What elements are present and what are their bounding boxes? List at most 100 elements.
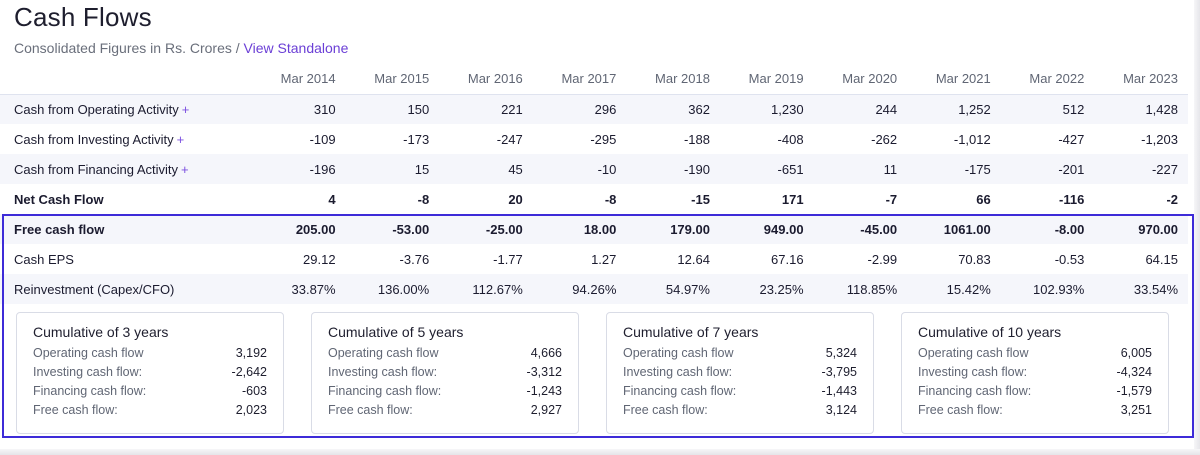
value-cell: 310	[252, 94, 346, 124]
row-label: Free cash flow	[14, 221, 105, 237]
year-header: Mar 2020	[813, 64, 908, 95]
value-cell: 221	[439, 94, 533, 124]
value-cell: 136.00%	[345, 274, 440, 304]
card-row-value: -1,443	[821, 384, 857, 398]
page-edge-shadow	[1194, 0, 1200, 455]
value-cell: -651	[719, 154, 814, 184]
year-header: Mar 2021	[907, 64, 1001, 95]
value-cell: -247	[496, 131, 523, 147]
value-cell: 20	[508, 191, 523, 207]
table-row-operating[interactable]: Cash from Operating Activity +310 150 221 29…	[0, 94, 1188, 124]
value-cell: -116	[1059, 191, 1085, 207]
page-bottom-shadow	[0, 449, 1200, 455]
card-title: Cumulative of 3 years	[33, 324, 169, 340]
card-row-label: Operating cash flow	[328, 346, 439, 360]
value-cell: 12.64	[677, 251, 710, 267]
cash-flow-table: Mar 2014 Mar 2015 Mar 2016 Mar 2017 Mar …	[0, 64, 1188, 304]
value-cell: -7	[885, 191, 898, 207]
card-row-investing-cash-flow: Investing cash flow: -3,312	[328, 363, 562, 382]
card-row-operating-cash-flow: Operating cash flow 3,192	[33, 344, 267, 363]
table-row-investing[interactable]: Cash from Investing Activity + -109 -173 -24…	[0, 124, 1188, 154]
subtitle: Consolidated Figures in Rs. Crores / Vie…	[14, 40, 348, 56]
card-row-label: Free cash flow:	[33, 403, 118, 417]
card-row-label: Financing cash flow:	[33, 384, 147, 398]
value-cell: -3.76	[399, 251, 430, 267]
value-cell: -8	[417, 191, 430, 207]
card-row-value: 2,023	[235, 403, 267, 417]
cumulative-card: Cumulative of 3 years Operating cash flow…	[16, 312, 284, 434]
table-row-financing[interactable]: Cash from Financing Activity + -196 15 45 -10…	[0, 154, 1188, 184]
card-row-value: -3,795	[821, 365, 857, 379]
value-cell: -2.99	[867, 251, 898, 267]
card-row-free-cash-flow: Free cash flow: 3,251	[918, 401, 1152, 420]
row-label-cell[interactable]: Cash from Financing Activity +	[0, 154, 252, 184]
row-label-cell[interactable]: Cash from Investing Activity +	[0, 124, 252, 154]
value-cell: -0.53	[1054, 251, 1085, 267]
value-cell: 15	[345, 154, 440, 184]
card-row-label: Operating cash flow	[918, 346, 1029, 360]
card-row-value: -4,324	[1116, 365, 1152, 379]
year-header: Mar 2017	[532, 64, 627, 95]
value-cell: 171	[781, 191, 804, 207]
card-row-label: Financing cash flow:	[918, 384, 1032, 398]
cumulative-cards: Cumulative of 3 years Operating cash flow…	[16, 312, 1172, 434]
card-row-value: 3,251	[1120, 403, 1152, 417]
value-cell: 1,230	[719, 94, 814, 124]
row-label: Cash from Operating Activity	[14, 101, 179, 117]
value-cell: 4	[328, 191, 336, 207]
value-cell: 29.12	[303, 251, 336, 267]
table-header-row: Mar 2014 Mar 2015 Mar 2016 Mar 2017 Mar …	[0, 64, 1188, 95]
row-label-cell: Cash EPS	[0, 244, 252, 274]
row-label: Cash EPS	[14, 251, 74, 267]
value-cell: 296	[532, 94, 627, 124]
row-label-cell[interactable]: Cash from Operating Activity +	[0, 94, 252, 124]
card-row-value: -1,579	[1116, 384, 1152, 398]
year-header: Mar 2014	[252, 64, 346, 95]
value-cell: 67.16	[771, 251, 804, 267]
value-cell: -45.00	[813, 214, 908, 244]
table-row-reinvestment: Reinvestment (Capex/CFO) 33.87% 136.00% 112…	[0, 274, 1188, 304]
value-cell: 54.97%	[626, 274, 720, 304]
card-row-label: Investing cash flow:	[33, 365, 143, 379]
value-cell: -1,012	[953, 131, 991, 147]
header-label-cell	[0, 64, 252, 95]
card-row-label: Investing cash flow:	[918, 365, 1028, 379]
card-title: Cumulative of 7 years	[623, 324, 759, 340]
expand-plus-icon[interactable]: +	[176, 131, 185, 147]
value-cell: 18.00	[532, 214, 627, 244]
card-title: Cumulative of 5 years	[328, 324, 464, 340]
cumulative-card: Cumulative of 7 years Operating cash flow…	[606, 312, 874, 434]
value-cell: 949.00	[719, 214, 814, 244]
cumulative-card: Cumulative of 10 years Operating cash flo…	[901, 312, 1169, 434]
value-cell: 23.25%	[719, 274, 814, 304]
card-row-label: Operating cash flow	[623, 346, 734, 360]
value-cell: -8	[604, 191, 617, 207]
card-row-value: 4,666	[530, 346, 562, 360]
value-cell: 970.00	[1094, 214, 1188, 244]
year-header: Mar 2016	[439, 64, 533, 95]
value-cell: -188	[683, 131, 710, 147]
card-row-label: Financing cash flow:	[623, 384, 737, 398]
value-cell: -15	[691, 191, 710, 207]
value-cell: -1,203	[1141, 131, 1178, 147]
expand-plus-icon[interactable]: +	[181, 161, 189, 177]
value-cell: 70.83	[958, 251, 991, 267]
value-cell: 118.85%	[813, 274, 908, 304]
card-row-label: Investing cash flow:	[328, 365, 438, 379]
card-row-operating-cash-flow: Operating cash flow 5,324	[623, 344, 857, 363]
view-standalone-link[interactable]: View Standalone	[243, 40, 349, 56]
card-row-financing-cash-flow: Financing cash flow: -603	[33, 382, 267, 401]
value-cell: -109	[309, 131, 336, 147]
expand-plus-icon[interactable]: +	[181, 101, 190, 117]
value-cell: 33.87%	[252, 274, 346, 304]
card-row-label: Free cash flow:	[918, 403, 1003, 417]
row-label-cell: Net Cash Flow	[0, 184, 252, 214]
value-cell: 1.27	[591, 251, 617, 267]
card-row-value: 3,192	[235, 346, 267, 360]
year-header: Mar 2023	[1094, 64, 1188, 95]
table-row-net: Net Cash Flow 4 -8 20 -8 -15 171 -7 66 -116 -2	[0, 184, 1188, 214]
card-row-value: 2,927	[530, 403, 562, 417]
value-cell: -175	[907, 154, 1001, 184]
value-cell: -2	[1166, 191, 1178, 207]
